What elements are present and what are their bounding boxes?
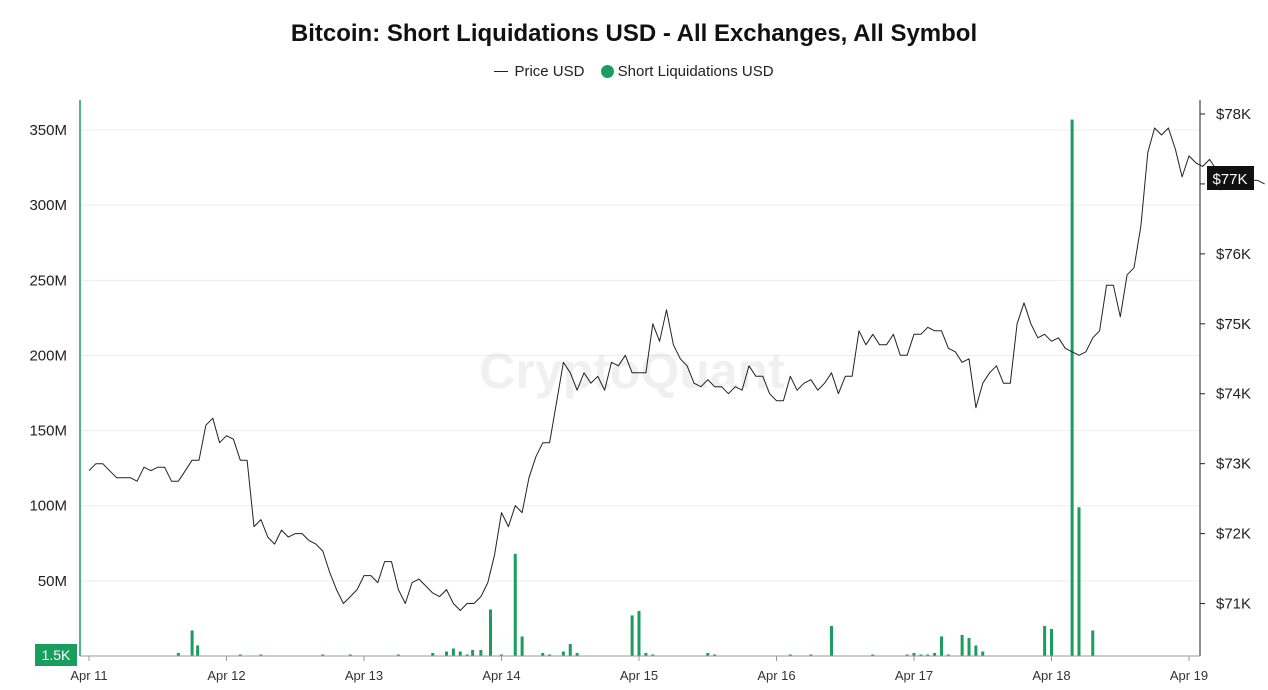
right-axis-tick-label: $76K [1216, 246, 1251, 263]
liquidation-bar[interactable] [644, 652, 648, 656]
liquidation-bar[interactable] [541, 652, 545, 656]
left-axis-tick-label: 300M [29, 197, 67, 214]
x-axis-tick-label: Apr 18 [1032, 668, 1070, 683]
liquidation-bar[interactable] [905, 654, 909, 656]
right-current-value-label: $77K [1212, 171, 1247, 188]
liquidation-bar[interactable] [1050, 628, 1053, 656]
liquidation-bar[interactable] [176, 652, 180, 656]
liquidation-bar[interactable] [431, 652, 435, 656]
left-current-value-badge [35, 644, 77, 666]
left-axis-tick-label: 350M [29, 122, 67, 139]
liquidation-bar[interactable] [974, 645, 978, 656]
x-axis-tick-label: Apr 12 [207, 668, 245, 683]
liquidation-bar[interactable] [788, 654, 792, 656]
liquidation-bar[interactable] [912, 652, 916, 656]
liquidation-bar[interactable] [465, 654, 469, 656]
legend: Price USD Short Liquidations USD [0, 62, 1268, 80]
right-axis-tick-label: $71K [1216, 596, 1251, 613]
right-current-value-badge [1207, 166, 1254, 190]
right-axis-tick-label: $78K [1216, 106, 1251, 123]
liquidation-bar[interactable] [520, 636, 524, 656]
liquidation-bar[interactable] [396, 654, 400, 656]
axis-labels-layer: 50M 100M 150M 200M 250M 300M 350M 1.5K $71K $72K $… [29, 106, 1254, 683]
liquidation-bar[interactable] [561, 651, 565, 656]
right-axis-tick-label: $75K [1216, 316, 1251, 333]
legend-label-liquidations: Short Liquidations USD [617, 62, 774, 80]
liquidation-bar[interactable] [926, 654, 930, 656]
price-line-layer [88, 127, 1265, 611]
price-line[interactable] [88, 127, 1265, 611]
right-axis-tick-label: $73K [1216, 456, 1251, 473]
liquidation-bar[interactable] [513, 553, 517, 656]
liquidation-bar[interactable] [1091, 630, 1095, 656]
legend-label-price: Price USD [514, 62, 585, 80]
liquidation-bar[interactable] [458, 651, 462, 656]
x-axis-tick-label: Apr 19 [1170, 668, 1208, 683]
liquidation-bar[interactable] [871, 654, 875, 656]
legend-line-swatch [494, 71, 509, 73]
left-axis-tick-label: 50M [38, 573, 67, 590]
liquidation-bar[interactable] [933, 652, 937, 656]
liquidation-bar[interactable] [960, 634, 964, 656]
liquidation-bar[interactable] [1043, 625, 1047, 656]
liquidation-bars [176, 119, 1095, 656]
liquidation-bar[interactable] [575, 652, 579, 656]
liquidation-bar[interactable] [651, 654, 655, 656]
watermark-text: CryptoQuant [479, 343, 785, 399]
left-axis-tick-label: 100M [29, 498, 67, 515]
x-axis-tick-label: Apr 11 [70, 668, 107, 683]
legend-dot-swatch [600, 65, 614, 79]
grid-layer [80, 129, 1200, 582]
liquidation-bar[interactable] [548, 654, 552, 656]
legend-item-price[interactable]: Price USD [494, 63, 584, 80]
right-axis-tick-label: $74K [1216, 386, 1251, 403]
x-axis-tick-label: Apr 17 [895, 668, 933, 683]
liquidation-bar[interactable] [238, 654, 242, 656]
liquidation-bar[interactable] [196, 645, 200, 656]
liquidation-bar[interactable] [940, 636, 943, 656]
liquidation-bar[interactable] [259, 654, 263, 656]
left-axis-tick-label: 200M [29, 347, 67, 364]
liquidation-bar[interactable] [479, 649, 483, 656]
liquidation-bar[interactable] [321, 654, 325, 656]
left-axis-tick-label: 250M [29, 272, 67, 289]
liquidation-bar[interactable] [967, 637, 971, 656]
axes-layer [79, 100, 1205, 661]
x-axis-tick-label: Apr 14 [482, 668, 520, 683]
liquidation-bar[interactable] [706, 652, 710, 656]
liquidation-bar[interactable] [1077, 507, 1081, 656]
x-axis-tick-label: Apr 13 [345, 668, 383, 683]
x-axis-tick-label: Apr 16 [757, 668, 795, 683]
liquidation-bar[interactable] [637, 610, 641, 656]
liquidation-bar[interactable] [630, 615, 634, 656]
liquidation-bar[interactable] [445, 651, 448, 656]
liquidation-bar[interactable] [190, 630, 194, 656]
liquidation-bar[interactable] [919, 654, 923, 656]
liquidation-bar[interactable] [713, 654, 717, 656]
liquidation-bar[interactable] [981, 651, 985, 656]
liquidation-bar[interactable] [471, 649, 475, 656]
liquidation-bar[interactable] [489, 609, 492, 656]
legend-item-liquidations[interactable]: Short Liquidations USD [600, 62, 774, 80]
liquidation-bar[interactable] [1070, 119, 1074, 656]
x-axis-tick-label: Apr 15 [620, 668, 658, 683]
liquidation-bar[interactable] [568, 643, 572, 656]
chart-title: Bitcoin: Short Liquidations USD - All Ex… [290, 20, 978, 47]
liquidation-bar[interactable] [348, 654, 352, 656]
liquidation-bar[interactable] [946, 654, 950, 656]
left-axis-tick-label: 150M [29, 423, 67, 440]
left-current-value-label: 1.5K [42, 647, 71, 663]
liquidation-bar[interactable] [451, 648, 455, 656]
liquidation-bar[interactable] [809, 654, 813, 656]
liquidation-bar[interactable] [830, 625, 833, 656]
right-axis-tick-label: $72K [1216, 526, 1251, 543]
liquidation-bar[interactable] [500, 654, 503, 656]
